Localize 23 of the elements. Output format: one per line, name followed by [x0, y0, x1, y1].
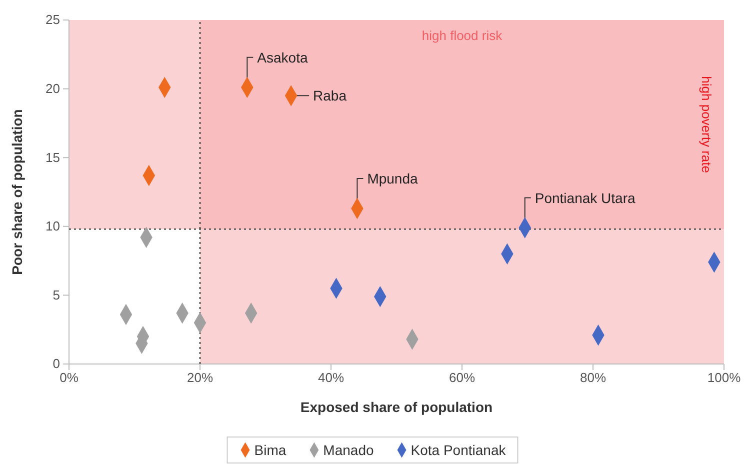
annotation: Asakota	[257, 49, 308, 66]
annotation: Mpunda	[367, 170, 418, 187]
x-tick-label: 40%	[318, 370, 344, 386]
x-tick-label: 80%	[580, 370, 606, 386]
y-tick-label: 0	[52, 356, 60, 372]
x-tick-label: 0%	[60, 370, 79, 386]
x-tick-label: 20%	[186, 370, 214, 386]
y-tick-label: 5	[52, 287, 60, 302]
x-tick-label: 100%	[707, 370, 742, 386]
legend-label: Manado	[323, 442, 374, 458]
band-label: high flood risk	[422, 28, 503, 43]
y-tick-label: 15	[46, 150, 60, 165]
annotation: Raba	[313, 88, 347, 104]
y-tick-label: 20	[46, 80, 60, 96]
annotation: Pontianak Utara	[534, 190, 636, 206]
y-tick-label: 10	[46, 218, 60, 234]
y-axis-title: Poor share of population	[9, 109, 25, 275]
legend-label: Bima	[254, 442, 286, 458]
legend-label: Kota Pontianak	[410, 442, 507, 458]
x-axis-title: Exposed share of population	[300, 399, 493, 415]
band-label: high poverty rate	[699, 76, 714, 173]
y-tick-label: 25	[46, 12, 60, 28]
x-tick-label: 60%	[448, 370, 476, 386]
